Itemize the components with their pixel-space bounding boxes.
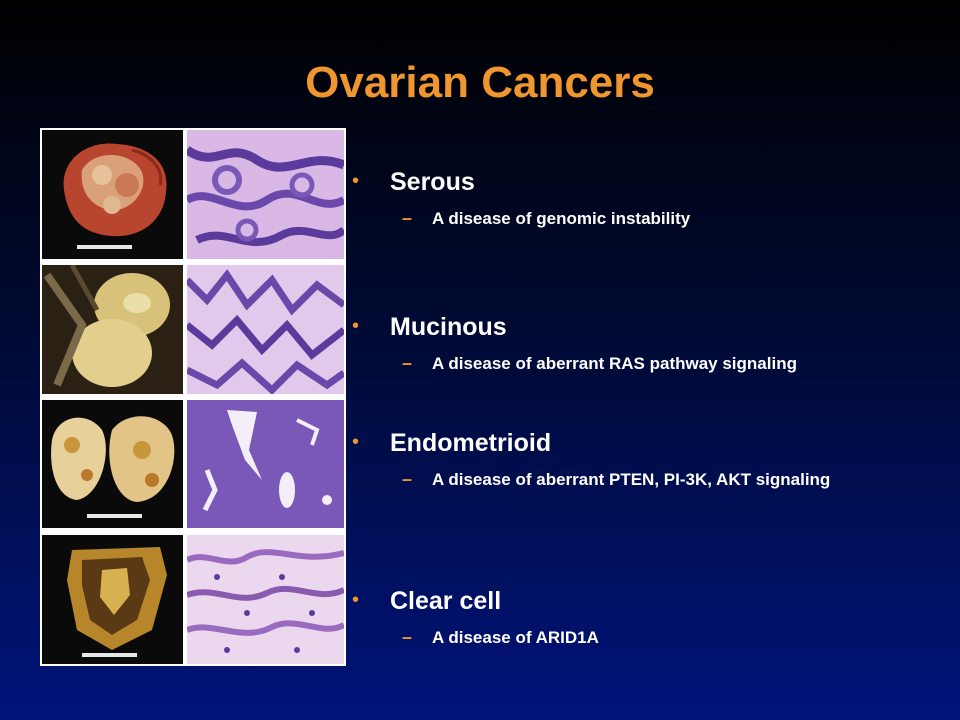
subtype-name: Serous (390, 168, 475, 196)
slide-title: Ovarian Cancers (305, 58, 655, 107)
subtype-list: • Serous – A disease of genomic instabil… (352, 0, 952, 720)
specimen-image-panel (40, 128, 346, 666)
gross-specimen-clear-cell-image (42, 535, 183, 664)
subtype-name: Endometrioid (390, 429, 552, 457)
dash-icon: – (402, 353, 413, 373)
dash-icon: – (402, 627, 413, 647)
subtype-description: A disease of genomic instability (432, 209, 691, 228)
histology-mucinous-image (187, 265, 344, 394)
gross-specimen-endometrioid-image (42, 400, 183, 528)
bullet-icon: • (352, 589, 360, 611)
histology-clear-cell-image (187, 535, 344, 664)
subtype-name: Clear cell (390, 587, 502, 615)
dash-icon: – (402, 208, 413, 228)
bullet-icon: • (352, 315, 360, 337)
bullet-icon: • (352, 431, 360, 453)
subtype-description: A disease of aberrant PTEN, PI-3K, AKT s… (432, 470, 831, 489)
subtype-description: A disease of aberrant RAS pathway signal… (432, 354, 797, 373)
gross-specimen-serous-image (42, 130, 183, 259)
subtype-name: Mucinous (390, 313, 507, 341)
bullet-icon: • (352, 170, 360, 192)
gross-specimen-mucinous-image (42, 265, 183, 394)
histology-serous-image (187, 130, 344, 259)
dash-icon: – (402, 469, 413, 489)
subtype-description: A disease of ARID1A (432, 628, 599, 647)
histology-endometrioid-image (187, 400, 344, 528)
